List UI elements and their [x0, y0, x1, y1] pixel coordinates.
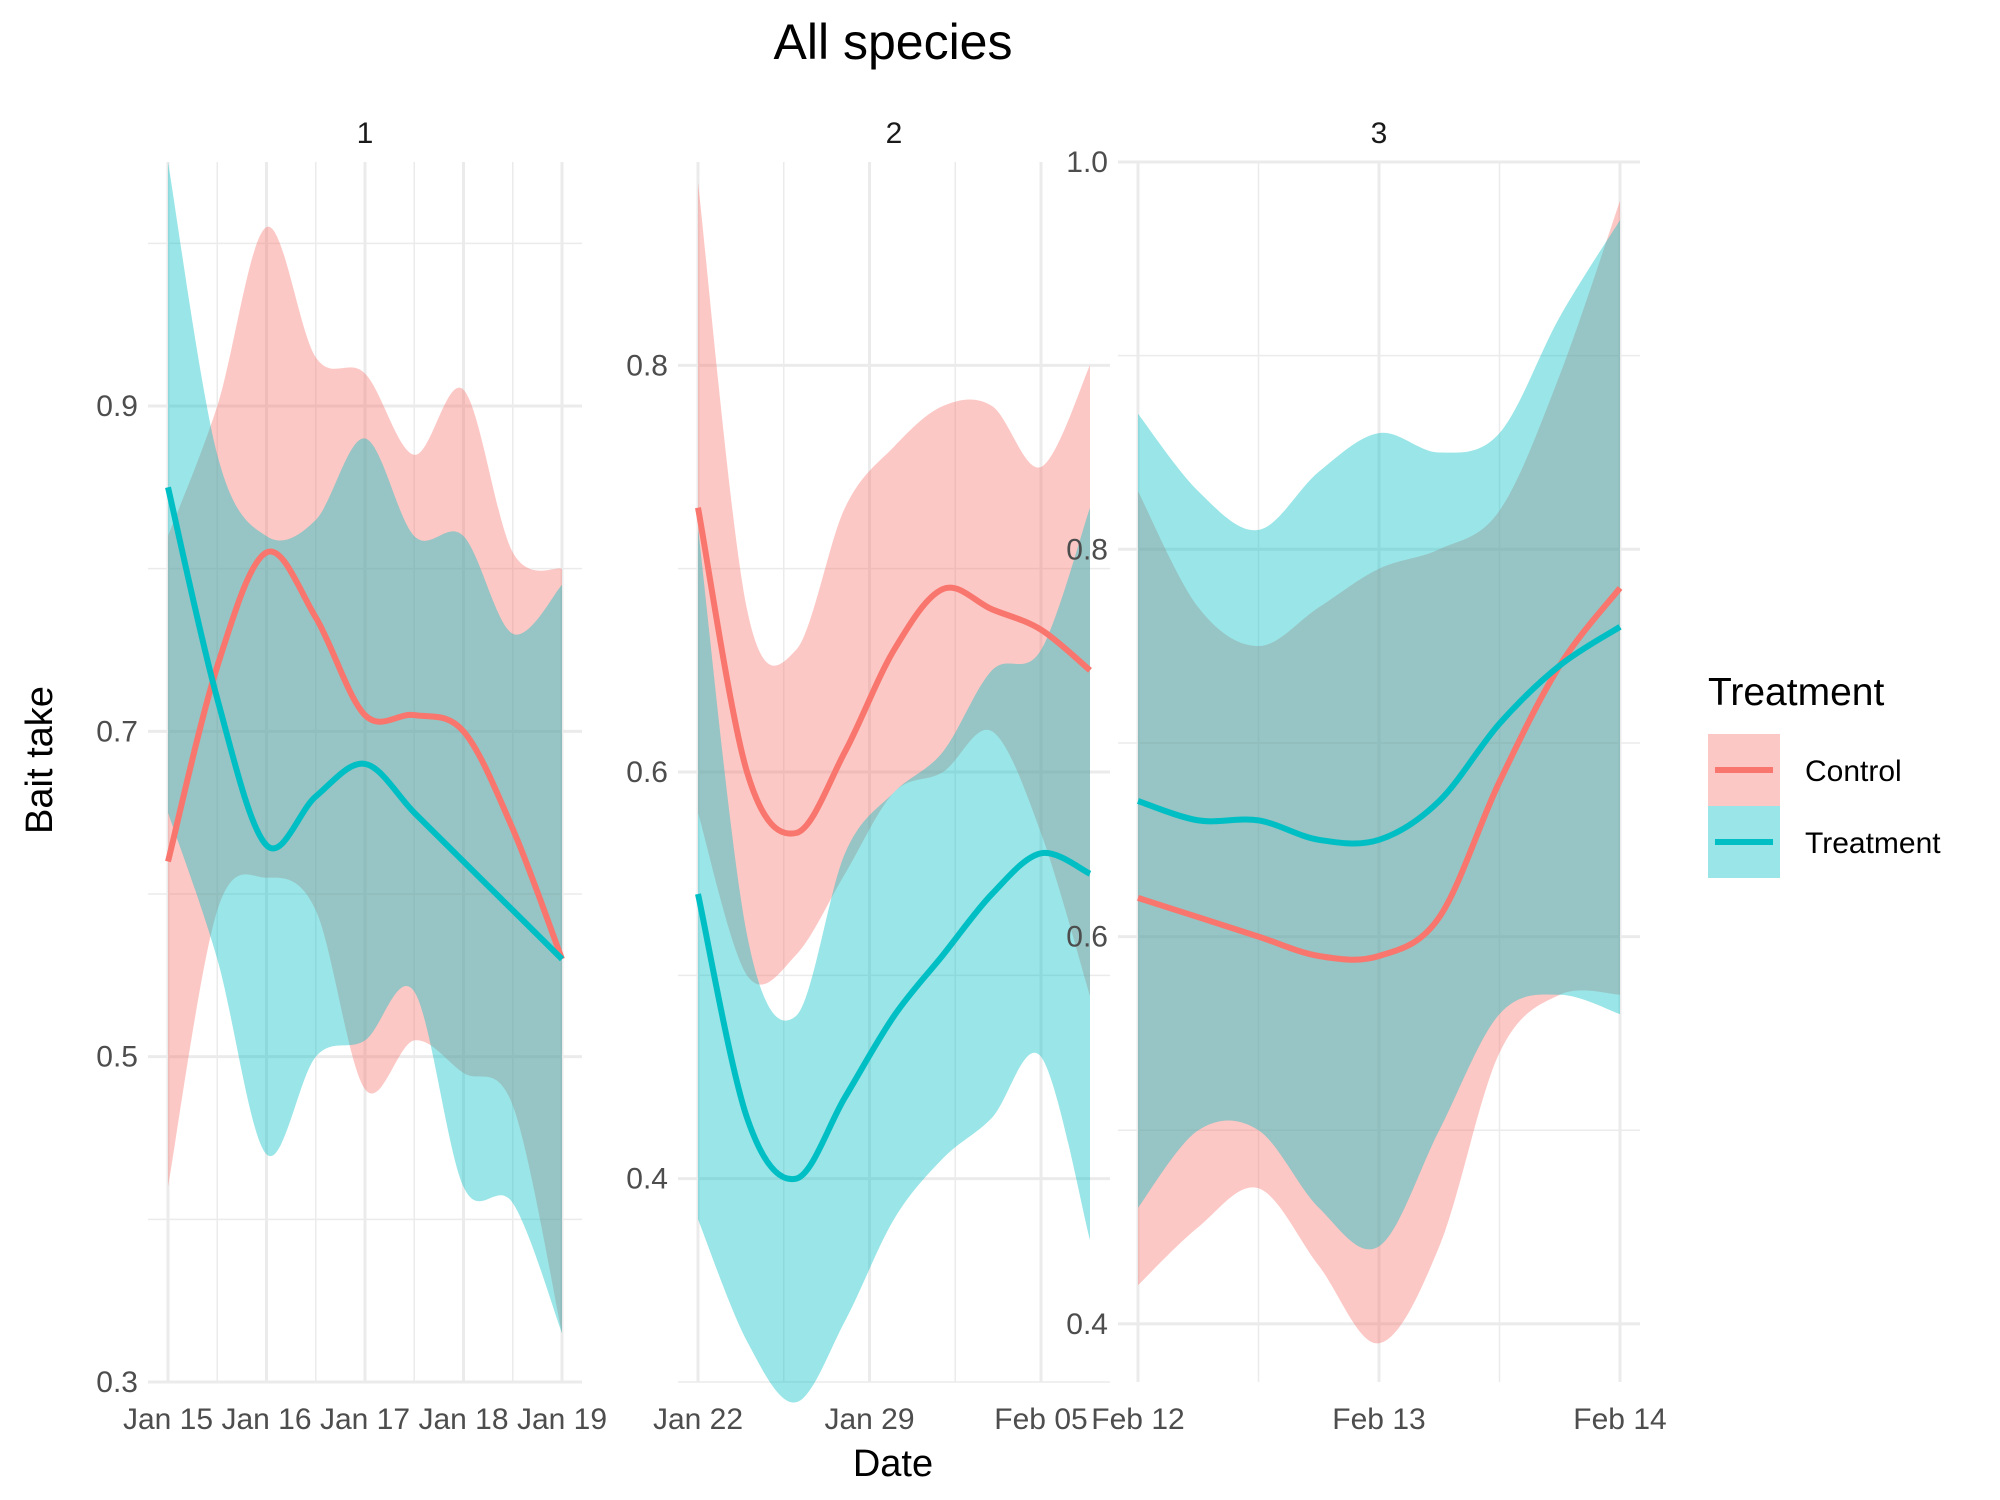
y-tick-label: 0.3	[96, 1366, 138, 1399]
x-tick-label: Feb 13	[1332, 1403, 1425, 1436]
legend-item-treatment: Treatment	[1708, 806, 1941, 878]
series-line-treatment	[695, 850, 1092, 1183]
legend-keys: Control Treatment	[1708, 734, 1941, 878]
facet-panel-3: 0.4 0.6 0.8 1.0 Feb 12 Feb 13 Feb 14 3	[1066, 117, 1666, 1436]
series-line-control	[1137, 586, 1623, 963]
x-tick-label: Jan 19	[517, 1403, 607, 1436]
facet-strip-label: 1	[357, 117, 374, 150]
confidence-ribbon-control	[698, 182, 1090, 996]
facet-strip-label: 3	[1371, 117, 1388, 150]
y-tick-label: 0.8	[626, 349, 668, 382]
y-tick-label: 0.6	[626, 756, 668, 789]
y-tick-label: 0.4	[1066, 1308, 1108, 1341]
facet-strip-label: 2	[886, 117, 903, 150]
confidence-ribbon-control	[168, 226, 562, 1334]
chart-title: All species	[774, 14, 1013, 70]
legend-label: Treatment	[1805, 827, 1941, 860]
legend-title: Treatment	[1708, 671, 1884, 714]
facet-panel-2: 0.4 0.6 0.8 Jan 22 Jan 29 Feb 05 2	[626, 117, 1110, 1436]
x-tick-label: Feb 14	[1573, 1403, 1666, 1436]
legend-item-control: Control	[1708, 734, 1902, 806]
series-line-treatment	[165, 486, 565, 962]
confidence-ribbon-control	[1138, 200, 1620, 1344]
y-tick-label: 0.6	[1066, 921, 1108, 954]
x-tick-label: Feb 12	[1091, 1403, 1184, 1436]
x-tick-label: Jan 18	[418, 1403, 508, 1436]
confidence-ribbon-treatment	[168, 162, 562, 1334]
legend: Treatment Control Treatment	[1708, 671, 1941, 878]
y-tick-label: 1.0	[1066, 146, 1108, 179]
series-line-treatment	[1137, 624, 1622, 847]
series-line-control	[695, 507, 1092, 837]
y-tick-label: 0.5	[96, 1041, 138, 1074]
x-tick-label: Feb 05	[994, 1403, 1087, 1436]
facet-panels: 0.3 0.5 0.7 0.9 Jan 15 Jan 16 Jan 17 Jan 18 Jan …	[96, 117, 1666, 1436]
x-tick-label: Jan 15	[123, 1403, 213, 1436]
series-line-control	[165, 548, 565, 961]
y-tick-label: 0.9	[96, 390, 138, 423]
confidence-ribbon-treatment	[1138, 220, 1620, 1250]
facet-panel-1: 0.3 0.5 0.7 0.9 Jan 15 Jan 16 Jan 17 Jan 18 Jan …	[96, 117, 607, 1436]
x-tick-label: Jan 22	[653, 1403, 743, 1436]
legend-label: Control	[1805, 755, 1902, 788]
x-tick-label: Jan 29	[824, 1403, 914, 1436]
y-tick-label: 0.7	[96, 715, 138, 748]
x-tick-label: Jan 16	[221, 1403, 311, 1436]
x-axis-title: Date	[853, 1443, 933, 1485]
y-axis-title: Bait take	[19, 686, 61, 834]
y-tick-label: 0.8	[1066, 533, 1108, 566]
x-tick-label: Jan 17	[320, 1403, 410, 1436]
y-tick-label: 0.4	[626, 1163, 668, 1196]
